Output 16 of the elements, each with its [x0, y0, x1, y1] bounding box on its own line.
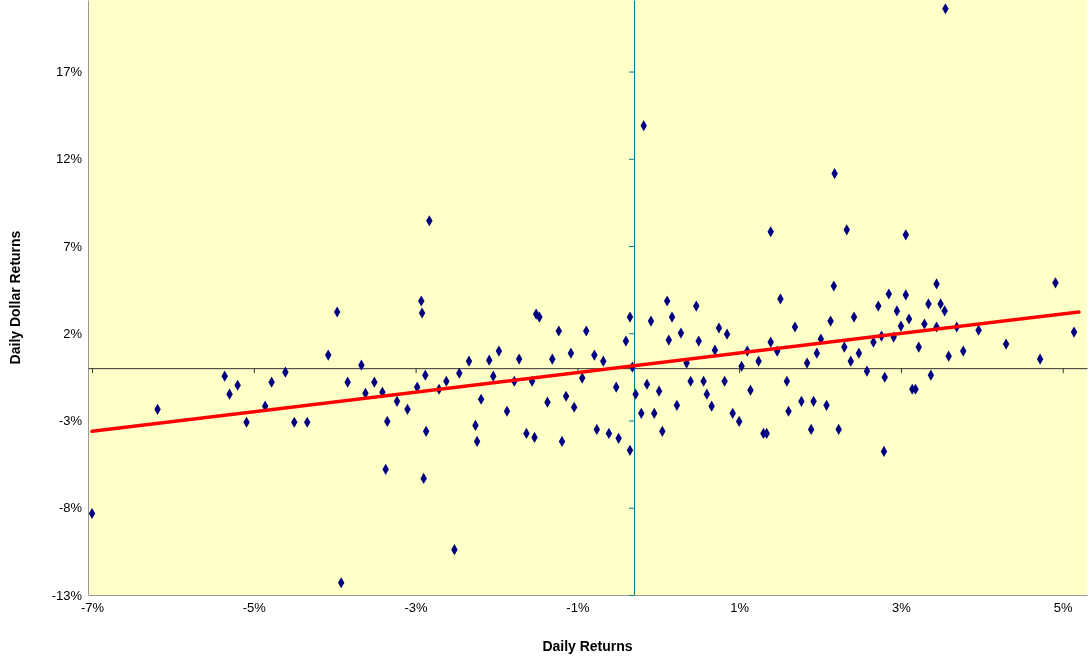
x-tick-label: 3%	[892, 600, 912, 616]
y-tick-label: -8%	[58, 500, 83, 516]
x-tick-label: -3%	[404, 600, 429, 616]
y-tick-label: 7%	[63, 238, 83, 254]
y-tick-label: -3%	[58, 413, 83, 429]
x-axis-title: Daily Returns	[542, 638, 633, 654]
x-tick-label: -1%	[566, 600, 590, 616]
y-tick-label: -13%	[51, 587, 83, 603]
y-tick-label: 12%	[55, 151, 83, 167]
y-tick-label: 17%	[55, 64, 83, 80]
x-tick-label: 5%	[1053, 600, 1074, 616]
x-tick-label: 1%	[730, 600, 750, 616]
x-tick-label: -5%	[242, 600, 267, 616]
x-tick-label: -7%	[80, 600, 105, 616]
y-axis-title: Daily Dollar Returns	[7, 230, 23, 365]
y-tick-label: 2%	[63, 325, 83, 341]
